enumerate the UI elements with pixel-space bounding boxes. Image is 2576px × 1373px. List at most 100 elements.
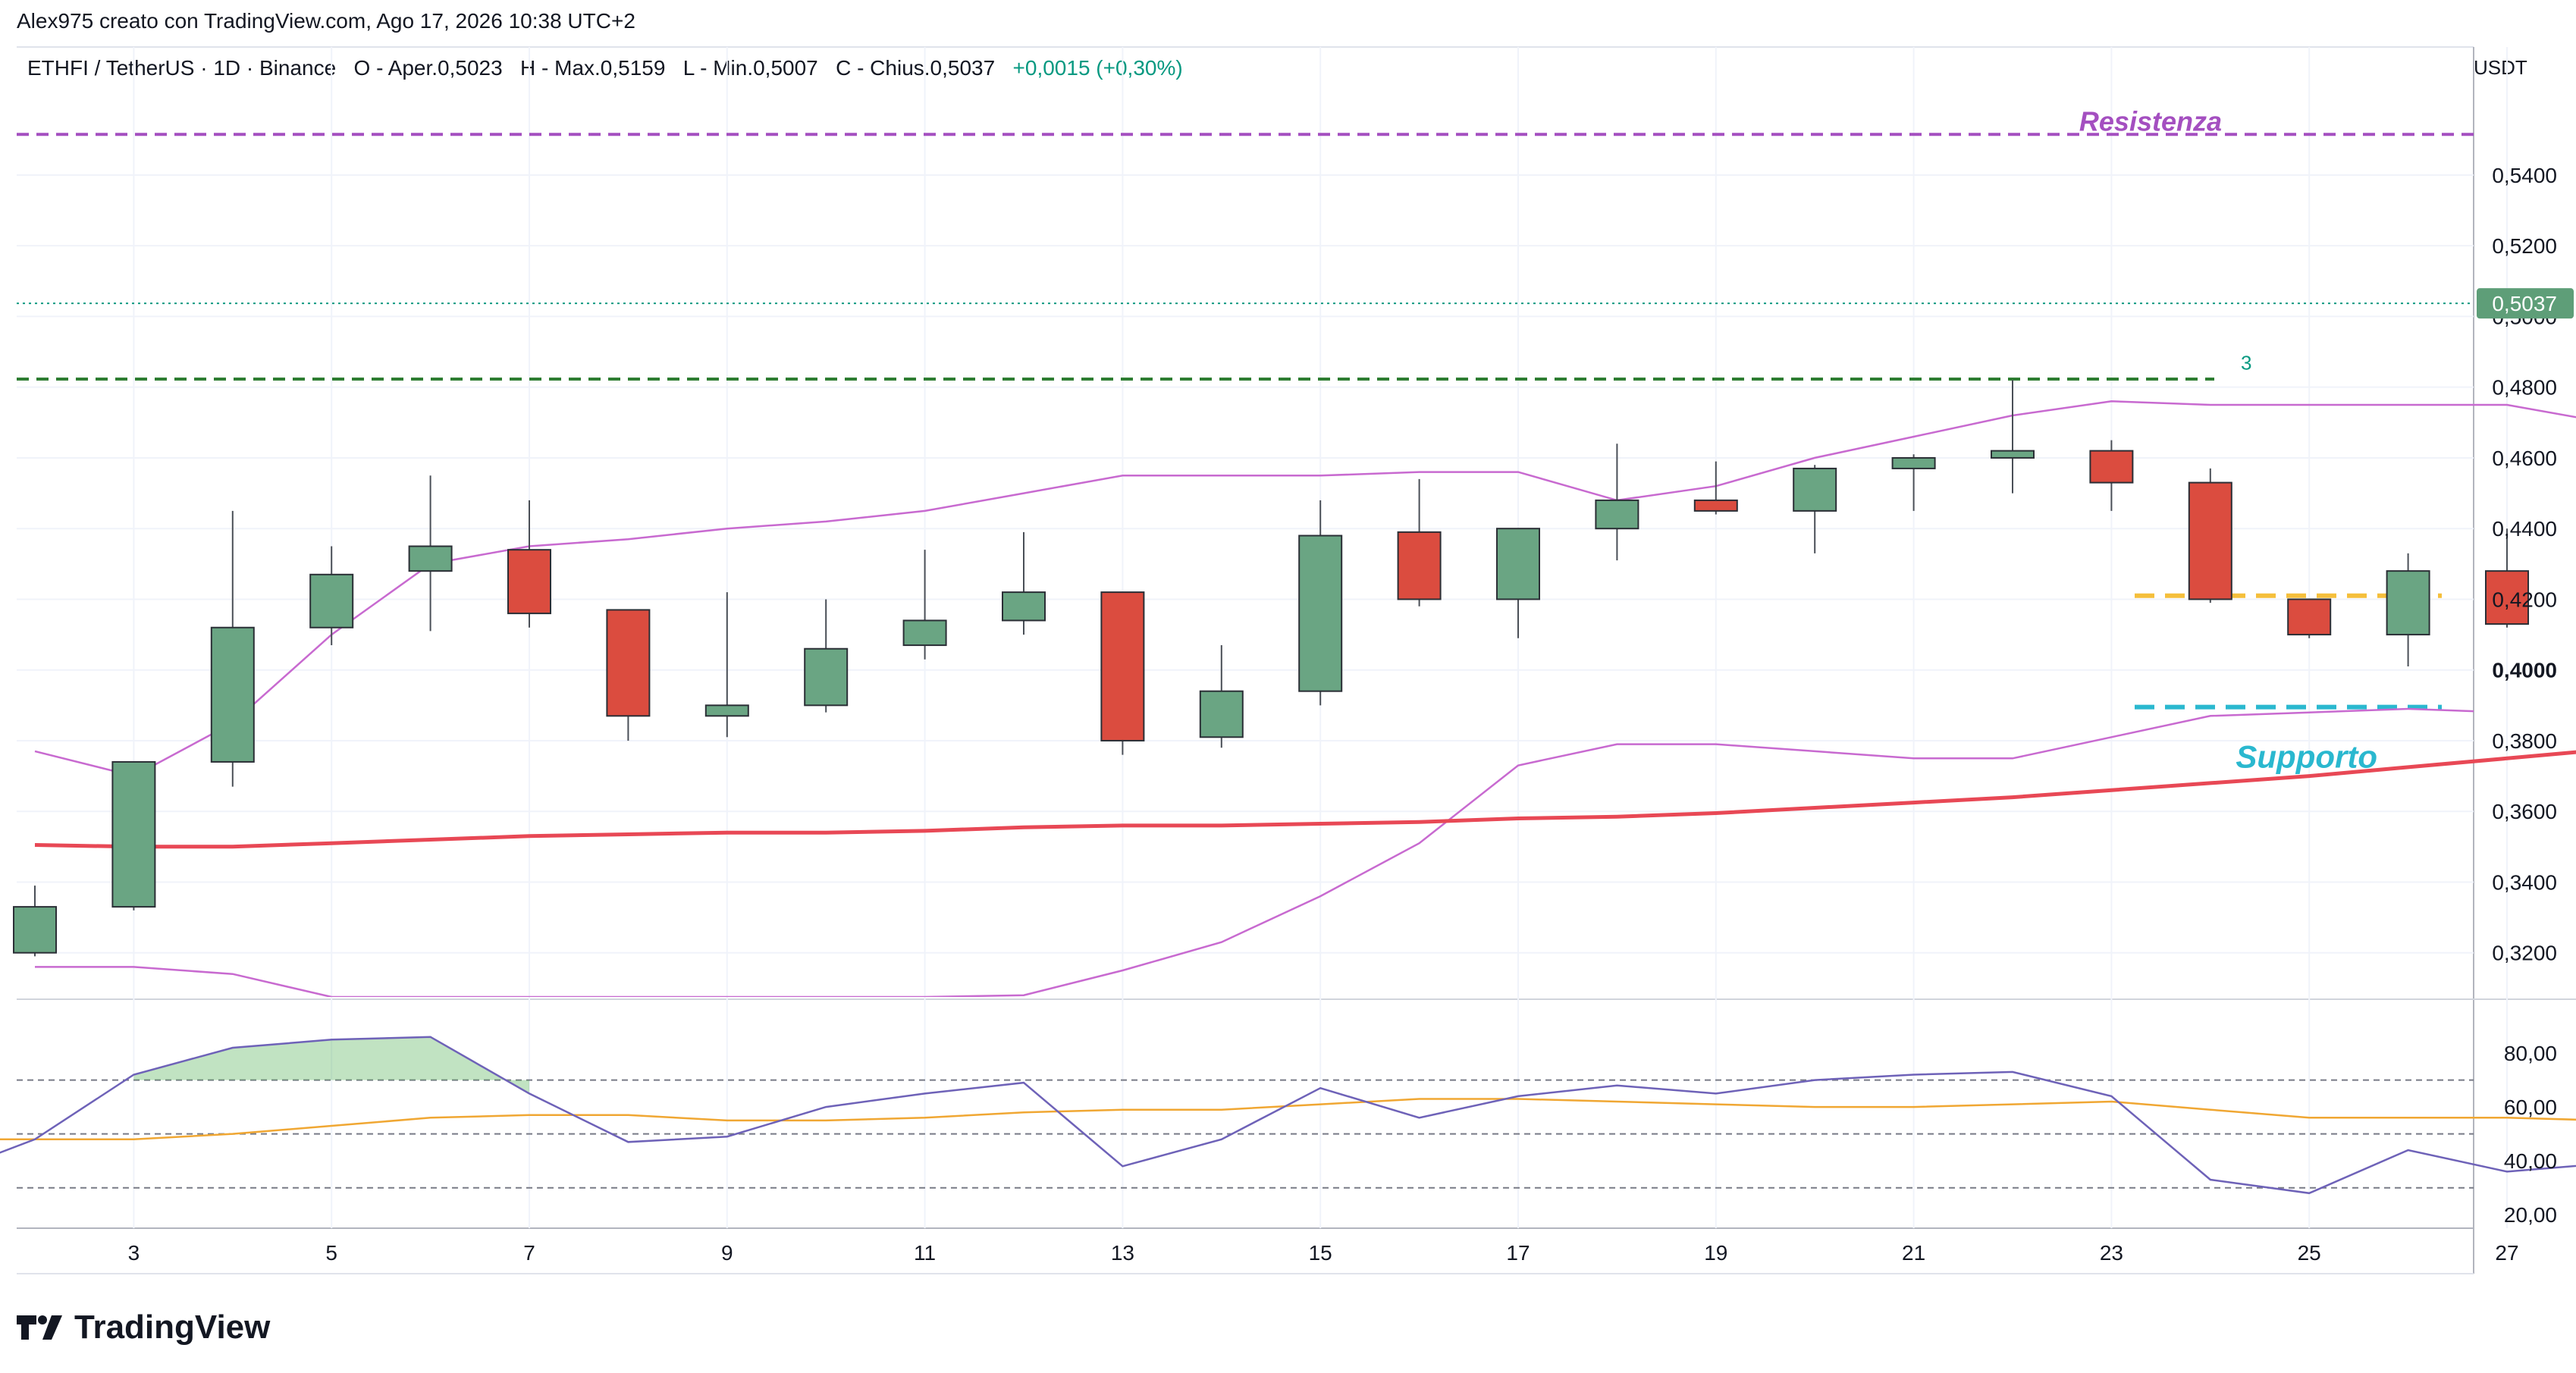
time-tick-label: 9	[721, 1241, 733, 1265]
price-tick-label: 0,4800	[2492, 376, 2557, 400]
bollinger-bands	[34, 400, 2576, 997]
candle	[2089, 440, 2134, 511]
price-tick-label: 0,4000	[2492, 659, 2557, 682]
tradingview-logo[interactable]: TradingView	[17, 1309, 270, 1346]
time-tick-label: 5	[325, 1241, 337, 1265]
last-price-tag	[2477, 288, 2574, 319]
candle	[902, 550, 947, 660]
price-tick-label: 0,3200	[2492, 942, 2557, 965]
close-label: C - Chius.	[836, 56, 930, 80]
price-tick-label: 0,4200	[2492, 588, 2557, 611]
price-tick-label: 0,3600	[2492, 800, 2557, 823]
candle	[2386, 553, 2430, 667]
time-tick-label: 25	[2298, 1241, 2321, 1265]
candle	[210, 510, 255, 787]
rsi-tick-label: 60,00	[2504, 1096, 2557, 1119]
bollinger-upper-line	[34, 400, 2576, 777]
time-tick-label: 27	[2495, 1241, 2518, 1265]
price-axis: 0,3200 0,3400 0,3600 0,3800 0,4000 0,4200 0,44…	[2477, 164, 2574, 1227]
candle-body	[902, 619, 947, 647]
close-value: 0,5037	[930, 56, 996, 80]
open-value: 0,5023	[438, 56, 503, 80]
currency-label[interactable]: USDT	[2474, 56, 2527, 79]
candle-body	[2287, 598, 2332, 636]
symbol-name[interactable]: ETHFI / TetherUS · 1D · Binance	[27, 56, 337, 80]
candle	[2287, 598, 2332, 638]
candle	[1496, 528, 1540, 638]
rsi-ma-line	[0, 1098, 2576, 1141]
brand-name: TradingView	[74, 1309, 271, 1346]
candle	[1100, 591, 1145, 755]
resistance-label: Resistenza	[2079, 105, 2222, 136]
candle-body	[804, 647, 849, 707]
candle	[408, 475, 453, 632]
candlesticks: 3	[13, 351, 2529, 957]
candle-body	[704, 704, 749, 717]
change-value: +0,0015 (+0,30%)	[1012, 56, 1183, 80]
last-price-tag-label: 0,5037	[2492, 292, 2557, 315]
price-tick-label: 0,4600	[2492, 447, 2557, 470]
time-tick-label: 3	[128, 1241, 140, 1265]
candle	[1199, 645, 1244, 748]
candle-body	[507, 549, 551, 615]
candle	[507, 500, 551, 628]
level-lines: Resistenza Supporto	[17, 105, 2474, 775]
candle	[2485, 528, 2529, 628]
candle	[1693, 461, 1738, 515]
percent-annotation: 3	[2241, 351, 2251, 374]
high-value: 0,5159	[600, 56, 666, 80]
rsi-tick-label: 80,00	[2504, 1042, 2557, 1065]
time-tick-label: 23	[2100, 1241, 2123, 1265]
high-label: H - Max.	[520, 56, 601, 80]
chart-author-line: Alex975 creato con TradingView.com, Ago …	[17, 9, 635, 33]
moving-average-line	[34, 750, 2576, 849]
candle	[1298, 500, 1343, 706]
rsi-overbought-fill	[133, 1036, 529, 1094]
time-tick-label: 15	[1309, 1241, 1332, 1265]
candle-body	[408, 545, 453, 572]
grid-lines	[17, 46, 2576, 1274]
rsi-tick-label: 20,00	[2504, 1203, 2557, 1227]
candle-body	[1298, 534, 1343, 692]
candle-body	[1991, 450, 2035, 459]
candle	[1595, 444, 1639, 561]
candle	[309, 546, 354, 646]
candle-body	[2386, 570, 2430, 636]
candle-body	[2089, 450, 2134, 484]
time-tick-label: 13	[1111, 1241, 1134, 1265]
candle-body	[309, 573, 354, 629]
candle-body	[1100, 591, 1145, 741]
tradingview-logo-icon	[17, 1315, 62, 1340]
candle-body	[1199, 690, 1244, 738]
price-tick-label: 0,5400	[2492, 164, 2557, 187]
candle	[804, 599, 849, 713]
candle-body	[606, 609, 651, 717]
candle	[1002, 531, 1046, 635]
bollinger-lower-line	[35, 707, 2474, 997]
candle-body	[1693, 499, 1738, 512]
candle	[606, 609, 651, 741]
candle	[1891, 454, 1936, 511]
candle	[2188, 468, 2232, 603]
time-tick-label: 17	[1506, 1241, 1530, 1265]
candle-body	[1397, 531, 1442, 600]
candle	[704, 592, 749, 738]
rsi-line	[0, 1036, 2576, 1195]
candle	[111, 760, 156, 911]
rsi-pane	[0, 1036, 2576, 1195]
candle-body	[2485, 570, 2529, 625]
price-tick-label: 0,4400	[2492, 517, 2557, 541]
candle-body	[210, 626, 255, 763]
candle-body	[13, 906, 57, 954]
price-tick-label: 0,5200	[2492, 234, 2557, 258]
symbol-legend: ETHFI / TetherUS · 1D · Binance O - Aper…	[27, 56, 1183, 80]
moving-average	[34, 750, 2576, 849]
candle-body	[1891, 456, 1936, 469]
candle	[13, 886, 57, 957]
open-label: O - Aper.	[353, 56, 438, 80]
candle-body	[1002, 591, 1046, 622]
candle-body	[111, 760, 156, 908]
candle-body	[1793, 467, 1837, 512]
time-tick-label: 19	[1704, 1241, 1727, 1265]
